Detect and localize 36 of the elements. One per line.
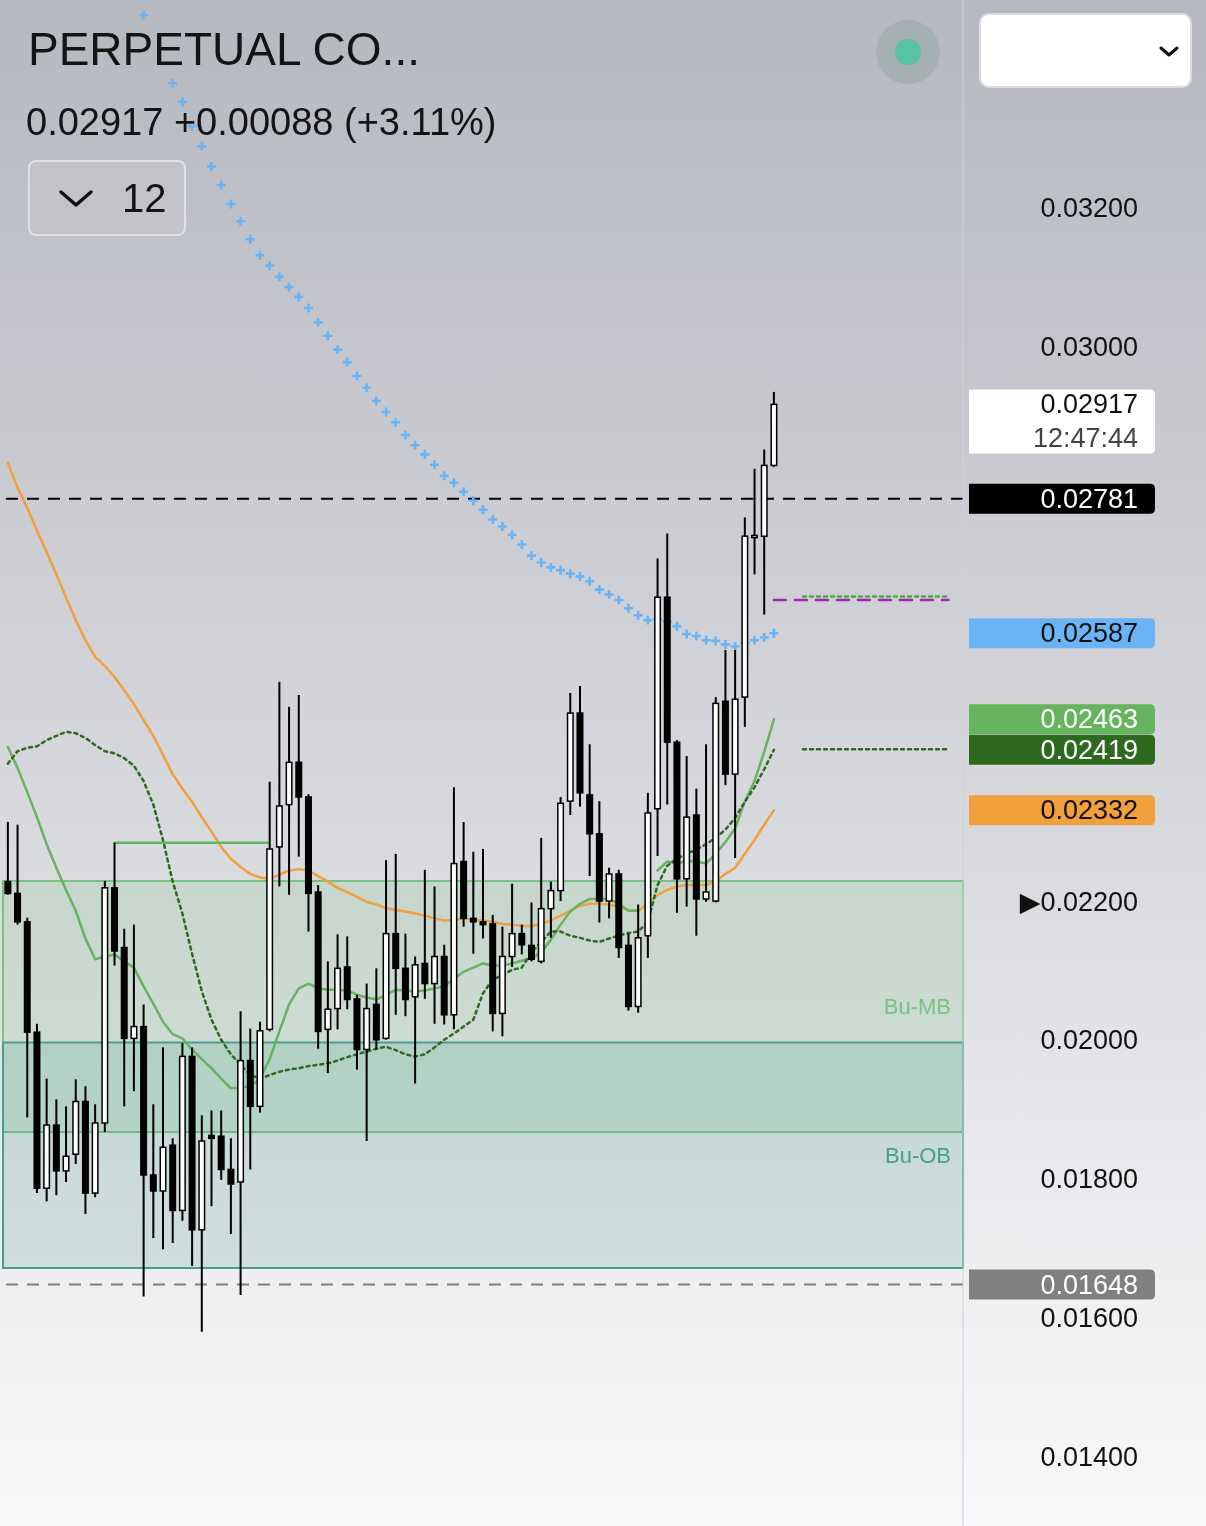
y-tick-label: 0.01600 [1040,1302,1138,1333]
text: 12:47:44 [1032,423,1138,454]
y-tick-label: 0.03200 [1040,193,1138,224]
y-tick-label: 0.03000 [1040,331,1138,362]
candlestick [324,960,332,1075]
band-label: Bu-OB [884,1143,951,1169]
candlestick [702,743,710,903]
candlestick [508,882,516,968]
y-tick-label: 0.02463 [1040,704,1138,735]
candlestick [207,1109,215,1208]
candlestick [149,1103,157,1240]
candlestick [469,850,477,955]
candlestick [518,923,526,956]
y-tick-label: 0.02332 [1040,795,1138,826]
candlestick [130,923,138,1093]
toggle-button: 12 [28,160,186,236]
candlestick [527,901,535,963]
y-tick-label: 0.02587 [1040,618,1138,649]
text: 0.02917 +0.00088 (+3.11%) [26,100,497,144]
candlestick [62,1105,70,1183]
candlestick [479,848,487,940]
candlestick [227,1137,235,1235]
y-tick-label: ▶0.02200 [1019,886,1138,917]
y-tick-label: 0.02000 [1040,1025,1138,1056]
text: PERPETUAL CO... [28,22,420,76]
y-tick-label: 0.02419 [1040,734,1138,765]
text: 0.02917 [1040,389,1138,420]
annotation: 12 [122,175,167,221]
band-label: Bu-MB [883,994,951,1020]
candlestick [421,868,429,1000]
y-tick-label: 0.01400 [1040,1441,1138,1472]
candlestick [547,880,555,939]
ref-line-label: 0.01648 [1040,1269,1138,1300]
y-tick-label: 0.01800 [1040,1164,1138,1195]
ref-line-label: 0.02781 [1040,483,1138,514]
candlestick [4,820,12,896]
